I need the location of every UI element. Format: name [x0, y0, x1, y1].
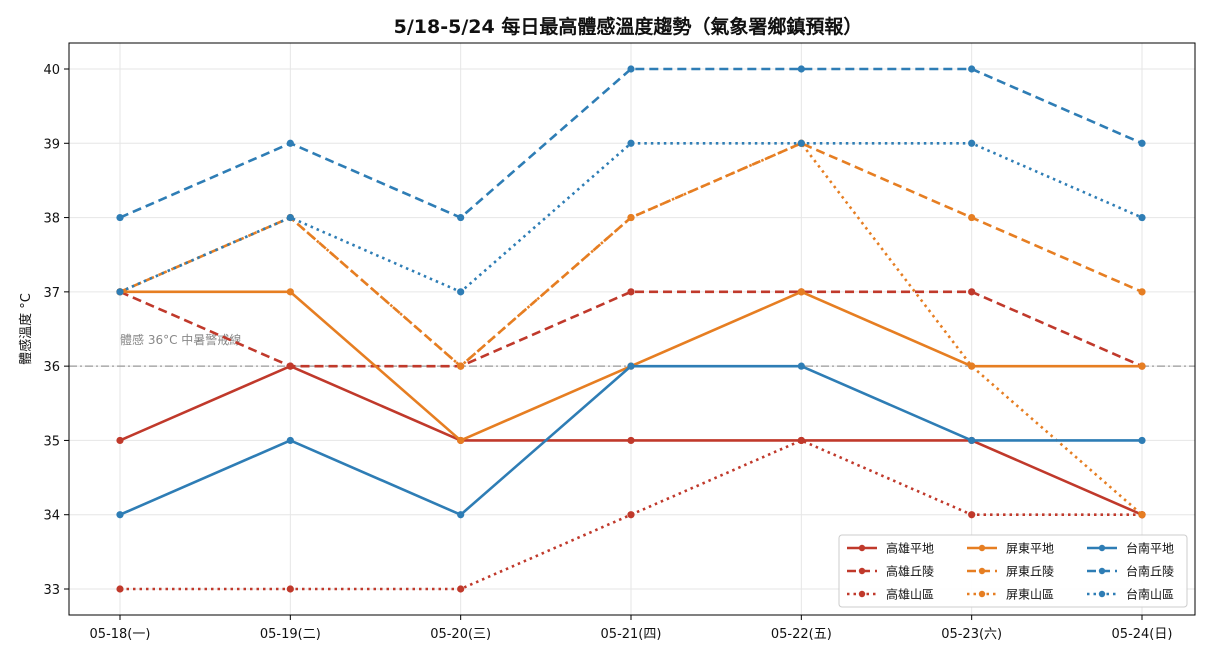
data-point [116, 213, 124, 222]
data-point [627, 511, 635, 519]
series-8 [116, 65, 1146, 222]
reference-line-label: 體感 36°C 中暑警戒線 [120, 332, 241, 347]
legend-marker [978, 544, 986, 552]
legend-label: 屏東丘陵 [1006, 565, 1054, 579]
data-point [1138, 511, 1146, 519]
legend-label: 屏東平地 [1006, 542, 1054, 556]
data-point [457, 213, 465, 222]
data-point [968, 511, 976, 519]
x-tick-label: 05-23(六) [941, 627, 1002, 642]
legend-label: 台南山區 [1126, 587, 1174, 602]
data-point [797, 362, 805, 370]
data-point [968, 436, 976, 445]
grid-layer [69, 43, 1195, 615]
y-tick-label: 40 [43, 63, 60, 78]
legend-marker [858, 590, 866, 598]
x-tick-label: 05-18(一) [90, 627, 151, 642]
y-tick-label: 38 [43, 212, 60, 227]
legend-box [838, 534, 1188, 608]
x-tick-label: 05-19(二) [260, 627, 321, 642]
data-point [116, 436, 124, 445]
series-layer [116, 65, 1146, 593]
series-7 [116, 362, 1146, 519]
legend-marker [1098, 544, 1106, 552]
data-point [457, 585, 465, 593]
data-point [1138, 288, 1146, 296]
data-point [1138, 362, 1146, 370]
data-point [457, 288, 465, 296]
y-tick-label: 34 [43, 509, 60, 524]
legend-marker [858, 544, 866, 552]
data-point [116, 511, 124, 519]
data-point [286, 362, 294, 370]
x-tick-label: 05-20(三) [430, 627, 491, 642]
data-point [627, 288, 635, 296]
data-point [627, 213, 635, 222]
data-point [286, 436, 294, 445]
data-point [627, 362, 635, 370]
data-point [797, 436, 805, 445]
data-point [968, 65, 976, 73]
legend-item: 高雄山區 [847, 587, 934, 602]
y-tick-label: 33 [43, 583, 60, 598]
data-point [968, 288, 976, 296]
data-point [286, 213, 294, 222]
legend-item: 屏東山區 [967, 588, 1054, 602]
data-point [1138, 436, 1146, 445]
legend-label: 高雄平地 [886, 541, 934, 556]
legend-item: 屏東平地 [967, 542, 1054, 556]
x-tick-label: 05-24(日) [1112, 627, 1173, 642]
data-point [627, 65, 635, 73]
data-point [1138, 213, 1146, 222]
reference-line-layer: 體感 36°C 中暑警戒線 [69, 332, 1195, 367]
legend-item: 屏東丘陵 [967, 565, 1054, 579]
legend-label: 台南丘陵 [1126, 564, 1174, 579]
data-point [968, 213, 976, 222]
data-point [286, 288, 294, 296]
data-point [286, 139, 294, 147]
x-tick-label: 05-21(四) [601, 627, 662, 642]
chart-title: 5/18-5/24 每日最高體感溫度趨勢（氣象署鄉鎮預報） [394, 15, 863, 38]
y-axis-label: 體感溫度 °C [18, 293, 34, 365]
series-9 [116, 139, 1146, 296]
legend-marker [1098, 590, 1106, 598]
legend-label: 屏東山區 [1006, 588, 1054, 602]
legend-item: 台南平地 [1087, 541, 1174, 556]
data-point [968, 139, 976, 147]
legend-label: 高雄山區 [886, 587, 934, 602]
y-tick-label: 35 [43, 434, 60, 449]
axis-layer: 33 34 35 36 37 38 39 40 05-18(一) 05-19(二) 05-20(三)… [43, 42, 1196, 642]
data-point [286, 585, 294, 593]
data-point [627, 139, 635, 147]
data-point [457, 362, 465, 370]
data-point [457, 511, 465, 519]
legend-marker [978, 590, 986, 598]
y-tick-label: 36 [43, 360, 60, 375]
legend-marker [1098, 567, 1106, 575]
legend-label: 台南平地 [1126, 541, 1174, 556]
x-tick-label: 05-22(五) [771, 627, 832, 642]
data-point [1138, 139, 1146, 147]
plot-frame [68, 42, 1196, 616]
data-point [627, 436, 635, 445]
legend-item: 高雄丘陵 [847, 564, 934, 579]
data-point [116, 288, 124, 296]
legend-label: 高雄丘陵 [886, 564, 934, 579]
y-tick-label: 39 [43, 137, 60, 152]
legend-item: 高雄平地 [847, 541, 934, 556]
y-tick-label: 37 [43, 286, 60, 301]
data-point [797, 65, 805, 73]
data-point [797, 288, 805, 296]
legend-marker [978, 567, 986, 575]
data-point [457, 436, 465, 445]
data-point [797, 139, 805, 147]
data-point [968, 362, 976, 370]
data-point [116, 585, 124, 593]
legend-marker [858, 567, 866, 575]
legend-item: 台南山區 [1087, 587, 1174, 602]
legend-item: 台南丘陵 [1087, 564, 1174, 579]
